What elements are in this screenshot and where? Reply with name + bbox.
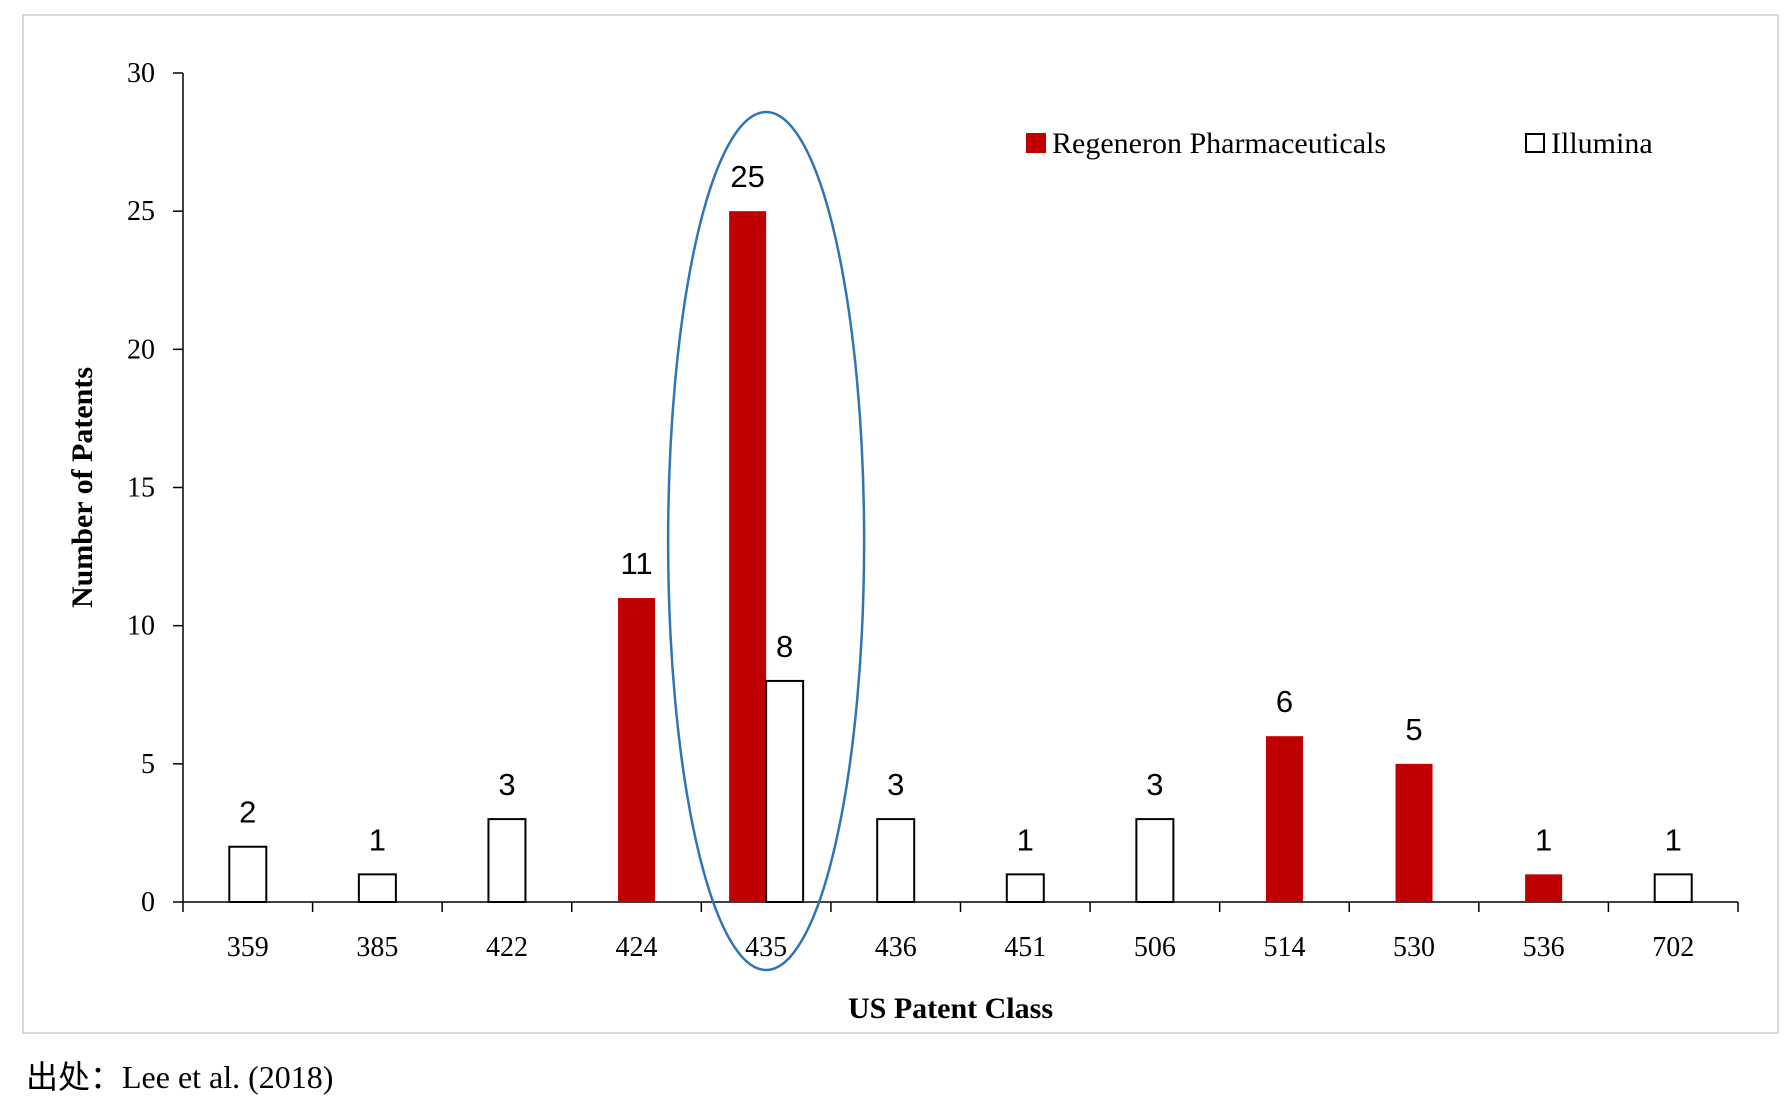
- bar-illumina: [357, 873, 397, 903]
- bar-illumina: [1653, 873, 1693, 903]
- data-label-illumina: 1: [1665, 822, 1682, 857]
- x-tick-label: 422: [486, 932, 528, 963]
- y-tick-label: 30: [127, 58, 155, 89]
- bar-regeneron: [618, 598, 656, 902]
- legend-label-regeneron: Regeneron Pharmaceuticals: [1052, 127, 1386, 160]
- y-tick-label: 20: [127, 334, 155, 365]
- y-tick-label: 15: [127, 473, 155, 504]
- x-tick-label: 359: [227, 932, 269, 963]
- y-tick-label: 5: [141, 749, 155, 780]
- highlight-ellipse: [666, 110, 866, 972]
- data-label-illumina: 3: [498, 767, 515, 802]
- y-tick-label: 10: [127, 611, 155, 642]
- data-label-regeneron: 11: [620, 546, 652, 581]
- bar-regeneron: [1525, 874, 1563, 902]
- y-tick-label: 25: [127, 196, 155, 227]
- x-tick-label: 514: [1263, 932, 1305, 963]
- data-label-regeneron: 6: [1276, 684, 1293, 719]
- x-tick-label: 530: [1393, 932, 1435, 963]
- data-label-illumina: 3: [887, 767, 904, 802]
- bar-illumina: [228, 845, 268, 904]
- x-tick-label: 436: [875, 932, 917, 963]
- y-tick-label: 0: [141, 887, 155, 918]
- x-tick-label: 451: [1004, 932, 1046, 963]
- data-label-illumina: 8: [776, 629, 793, 664]
- x-tick-label: 424: [616, 932, 658, 963]
- x-tick-label: 385: [356, 932, 398, 963]
- data-label-regeneron: 25: [730, 159, 764, 194]
- bar-illumina: [765, 679, 805, 904]
- x-tick-label: 536: [1523, 932, 1565, 963]
- source-note: 出处：Lee et al. (2018): [26, 1059, 334, 1095]
- legend-label-illumina: Illumina: [1551, 127, 1653, 160]
- legend-swatch-regeneron: [1026, 133, 1046, 153]
- data-label-illumina: 2: [239, 795, 256, 830]
- x-tick-label: 506: [1134, 932, 1176, 963]
- data-label-regeneron: 1: [1535, 822, 1552, 857]
- bar-illumina: [876, 818, 916, 903]
- x-axis-title: US Patent Class: [848, 992, 1053, 1025]
- bar-regeneron: [1265, 736, 1303, 902]
- bars: [228, 211, 1693, 904]
- bar-illumina: [1135, 818, 1175, 903]
- bar-regeneron: [1395, 763, 1433, 902]
- data-label-regeneron: 5: [1405, 712, 1422, 747]
- x-tick-label: 435: [745, 932, 787, 963]
- bar-illumina: [1005, 873, 1045, 903]
- y-axis-title: Number of Patents: [66, 367, 99, 608]
- legend: Regeneron Pharmaceuticals Illumina: [1026, 127, 1653, 160]
- data-label-illumina: 1: [369, 822, 386, 857]
- data-label-illumina: 3: [1146, 767, 1163, 802]
- bar-regeneron: [729, 211, 767, 902]
- bar-illumina: [487, 818, 527, 903]
- x-tick-label: 702: [1652, 932, 1694, 963]
- data-label-illumina: 1: [1017, 822, 1034, 857]
- legend-swatch-illumina: [1525, 133, 1545, 153]
